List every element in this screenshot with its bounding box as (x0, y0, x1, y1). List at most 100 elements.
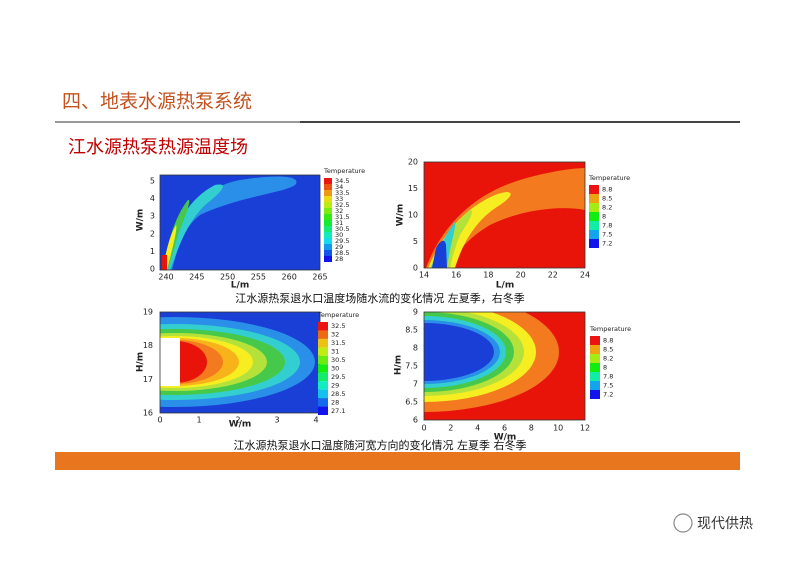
footer-band (55, 452, 740, 470)
y-axis-label: W/m (396, 204, 406, 227)
caption: 江水源热泵退水口温度随河宽方向的变化情况 左夏季 右冬季 (234, 438, 527, 452)
legend-label: 30 (335, 231, 343, 239)
legend-label: 8.8 (603, 337, 613, 345)
legend-label: 7.8 (603, 373, 613, 381)
legend-swatch (324, 184, 332, 190)
legend-label: 31 (335, 219, 343, 227)
contour-2 (424, 162, 585, 268)
legend-swatch (589, 230, 599, 239)
legend-swatch (590, 354, 600, 363)
x-axis-label: L/m (231, 281, 249, 291)
legend-swatch (318, 372, 328, 382)
y-tick-label: 5 (150, 177, 155, 186)
legend-swatch (324, 190, 332, 196)
legend-swatch (324, 226, 332, 232)
legend-label: 31.5 (335, 213, 349, 221)
x-tick-label: 2 (235, 416, 240, 425)
legend-title: Temperature (323, 167, 365, 175)
legend-label: 7.5 (602, 231, 612, 239)
x-tick-label: 12 (580, 424, 590, 433)
legend-label: 32.5 (331, 322, 345, 330)
legend-swatch (589, 239, 599, 248)
legend-label: 29 (335, 243, 343, 251)
y-axis-label: W/m (136, 209, 146, 232)
y-tick-label: 2 (150, 229, 155, 238)
legend-label: 8 (603, 364, 607, 372)
legend-label: 31 (331, 348, 339, 356)
y-axis-label: H/m (136, 352, 146, 372)
legend-swatch (324, 202, 332, 208)
legend-swatch (324, 220, 332, 226)
y-tick-label: 6 (413, 416, 418, 425)
x-tick-label: 0 (421, 424, 426, 433)
y-tick-label: 0 (413, 264, 418, 273)
legend-label: 8.2 (603, 355, 613, 363)
y-tick-label: 19 (143, 308, 153, 317)
x-tick-label: 18 (483, 271, 493, 280)
y-tick-label: 5 (413, 237, 418, 246)
legend-label: 7.5 (603, 382, 613, 390)
legend-label: 8 (602, 213, 606, 221)
legend-label: 7.2 (603, 391, 613, 399)
legend-label: 8.2 (602, 204, 612, 212)
legend-swatch (324, 256, 332, 262)
y-tick-label: 4 (150, 194, 155, 203)
x-tick-label: 20 (516, 271, 526, 280)
legend-label: 32 (335, 207, 343, 215)
legend-swatch (324, 178, 332, 184)
x-tick-label: 4 (475, 424, 480, 433)
legend-label: 31.5 (331, 339, 345, 347)
caption: 江水源热泵退水口温度场随水流的变化情况 左夏季，右冬季 (235, 291, 525, 305)
legend-swatch (324, 244, 332, 250)
x-tick-label: 240 (158, 273, 173, 282)
y-tick-label: 8 (413, 344, 418, 353)
x-tick-label: 4 (313, 416, 318, 425)
legend-label: 30.5 (331, 356, 345, 364)
y-tick-label: 10 (408, 211, 418, 220)
legend-label: 27.1 (331, 407, 345, 415)
legend-label: 7.2 (602, 240, 612, 248)
x-tick-label: 22 (548, 271, 558, 280)
legend-title: Temperature (589, 325, 631, 333)
legend-label: 8.5 (602, 195, 612, 203)
legend-swatch (590, 363, 600, 372)
subtitle: 江水源热泵热源温度场 (68, 137, 248, 158)
legend-swatch (324, 238, 332, 244)
x-tick-label: 0 (157, 416, 162, 425)
legend-swatch (318, 322, 328, 331)
legend-swatch (589, 212, 599, 221)
y-tick-label: 6.5 (405, 398, 418, 407)
y-tick-label: 17 (143, 375, 153, 384)
legend-swatch (318, 347, 328, 356)
x-tick-label: 260 (282, 273, 297, 282)
y-tick-label: 0 (150, 265, 155, 274)
legend-swatch (590, 336, 600, 345)
x-axis-label: W/m (494, 433, 517, 443)
y-tick-label: 8.5 (405, 326, 418, 335)
legend-swatch (324, 250, 332, 256)
legend-swatch (589, 194, 599, 203)
legend-swatch (318, 398, 328, 407)
x-tick-label: 250 (220, 273, 235, 282)
legend-swatch (589, 185, 599, 194)
legend-label: 29 (331, 381, 339, 389)
legend-swatch (318, 355, 328, 365)
x-axis-label: L/m (496, 281, 514, 291)
legend-label: 32 (331, 331, 339, 339)
legend-label: 32.5 (335, 201, 349, 209)
legend-label: 7.8 (602, 222, 612, 230)
legend-swatch (318, 338, 328, 348)
contour-4 (424, 312, 585, 420)
y-tick-label: 7 (413, 380, 418, 389)
x-tick-label: 6 (502, 424, 507, 433)
legend-swatch (324, 214, 332, 220)
legend-swatch (590, 390, 600, 399)
legend-label: 8.8 (602, 186, 612, 194)
x-tick-label: 14 (419, 271, 429, 280)
legend-swatch (318, 406, 328, 415)
y-tick-label: 16 (143, 409, 153, 418)
y-tick-label: 18 (143, 341, 153, 350)
legend-label: 34.5 (335, 177, 349, 185)
x-axis-label: W/m (229, 420, 252, 430)
watermark: 现代供热 (697, 516, 753, 532)
